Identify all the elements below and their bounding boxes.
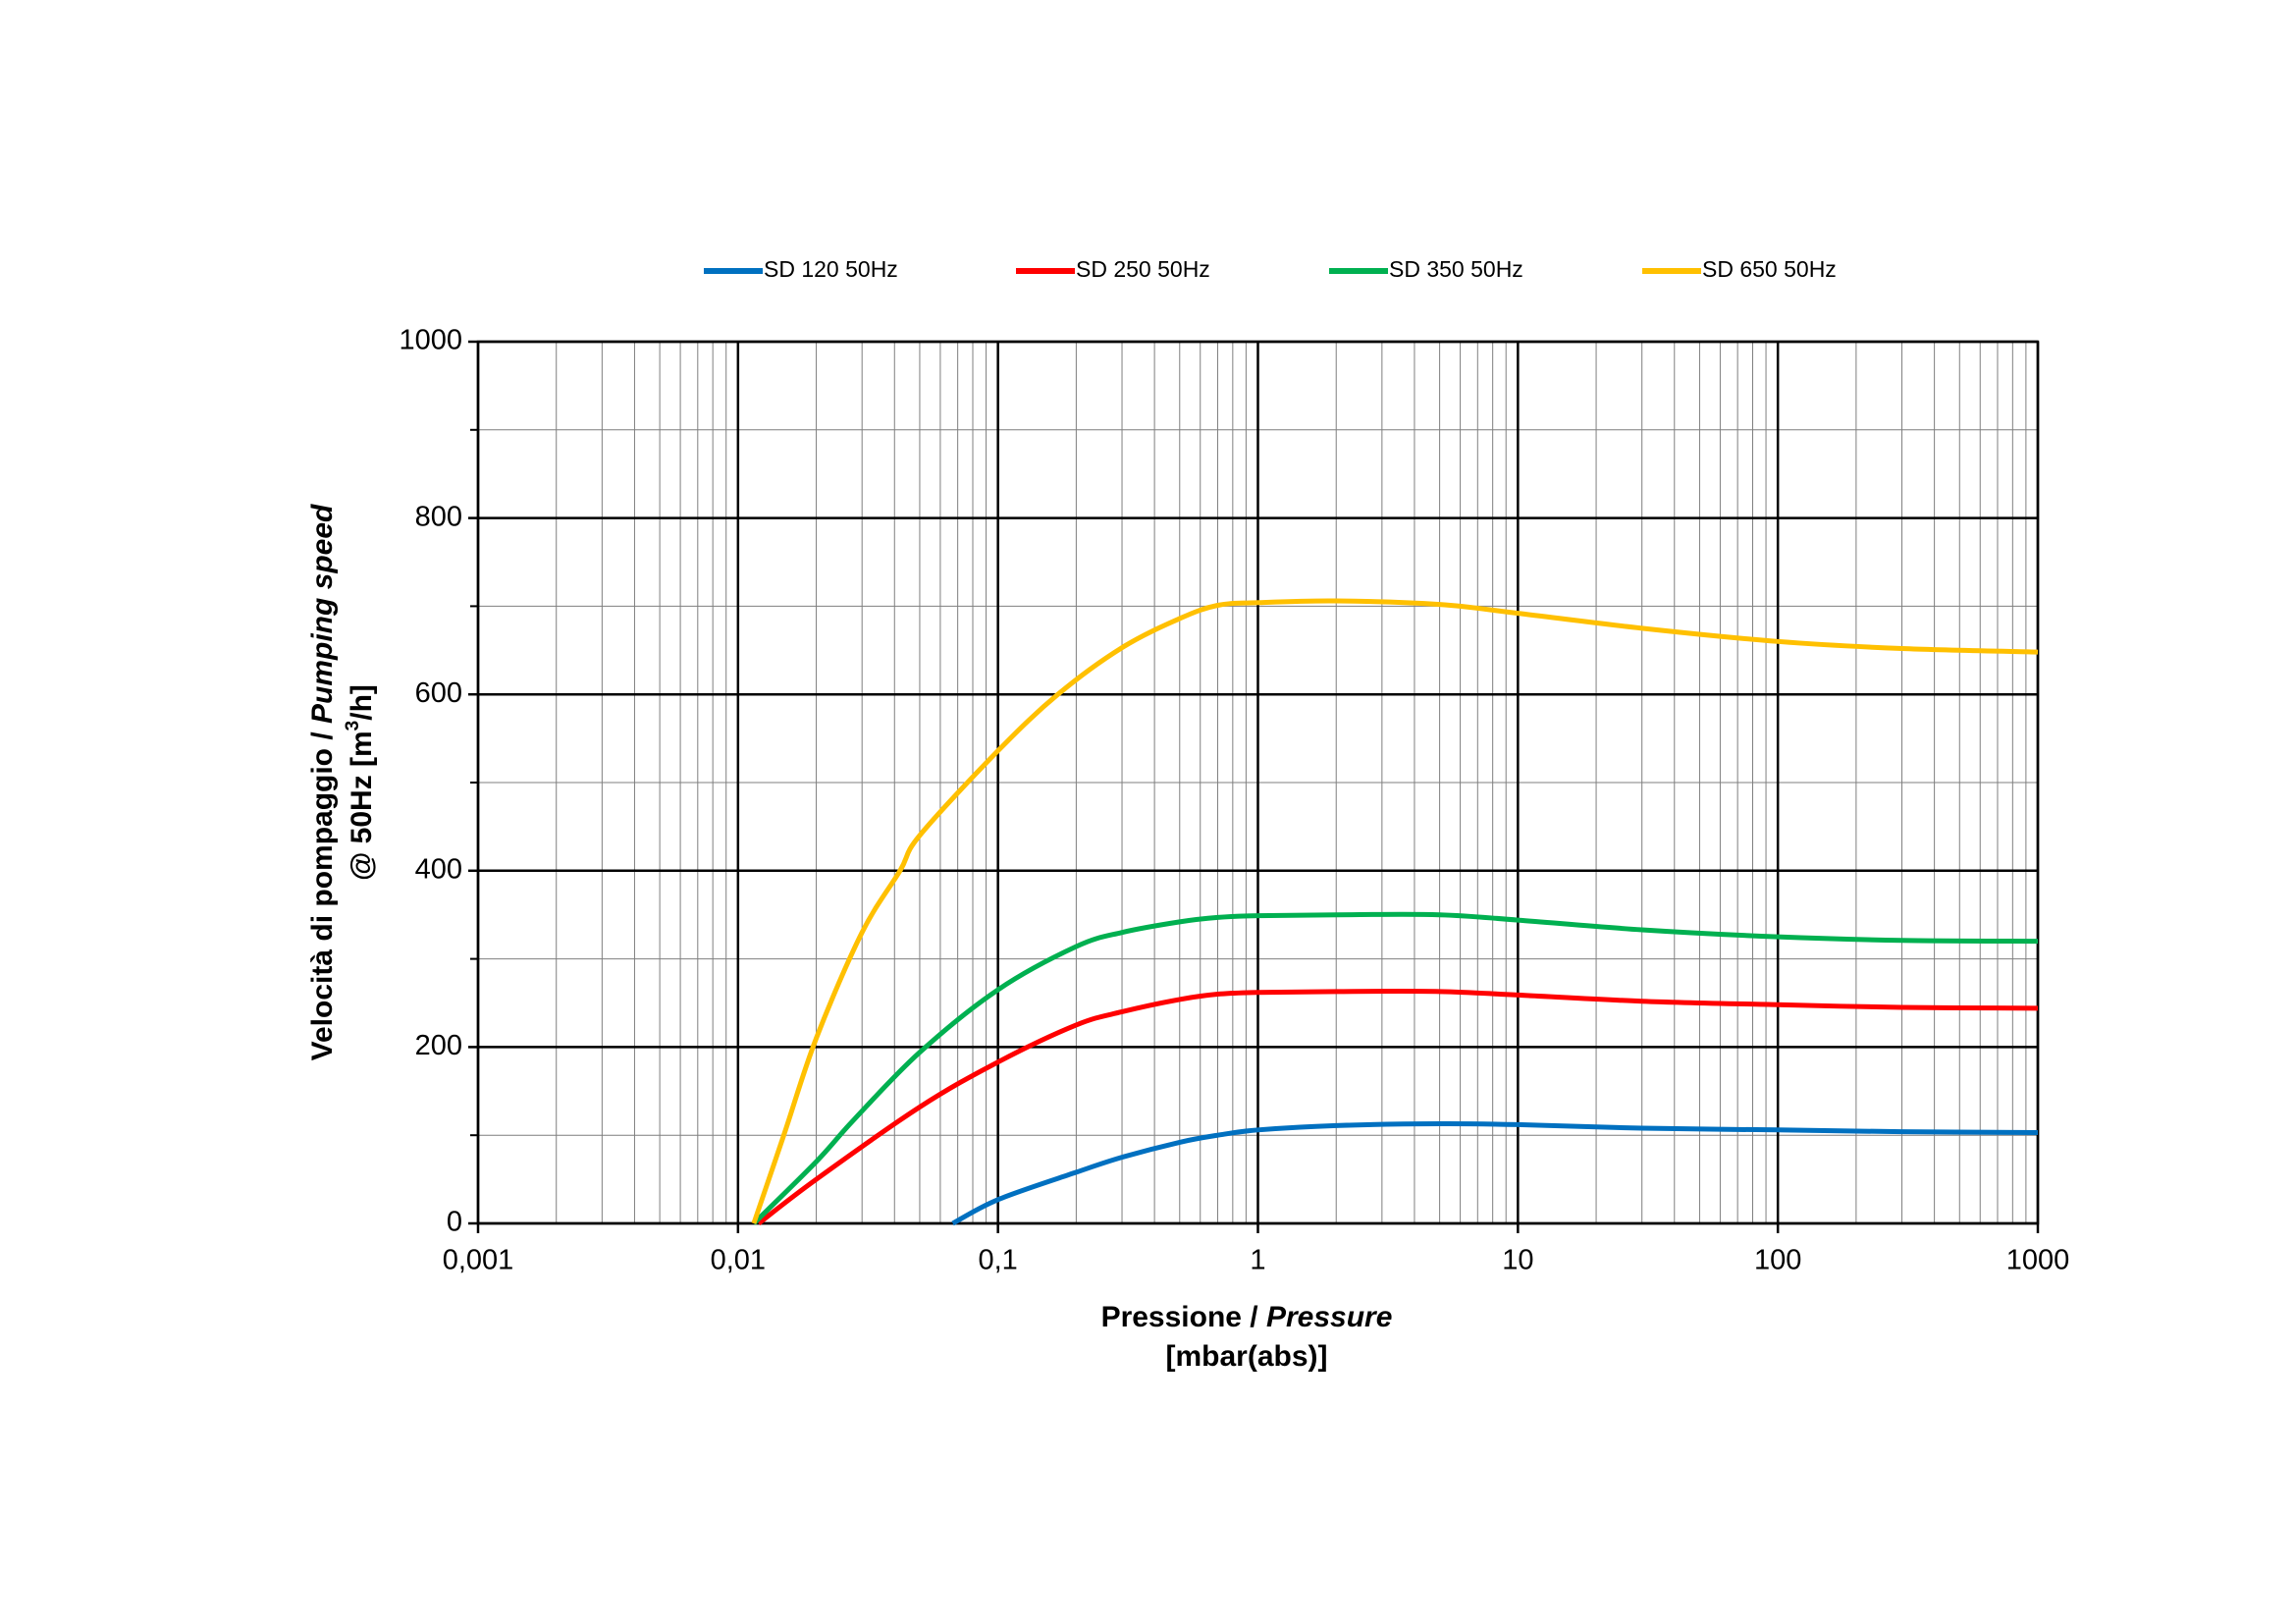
series-line [951,1120,2039,1226]
y-axis-title: Velocità di pompaggio / Pumping speed @ … [306,504,378,1060]
y-title-line: @ 50Hz [m3/h] [343,684,378,881]
x-title-part: Pressure [1266,1301,1392,1333]
legend-label: SD 120 50Hz [764,256,898,282]
x-tick-label: 100 [1754,1245,1801,1276]
y-tick-label: 0 [447,1207,462,1238]
x-tick-label: 0,1 [979,1245,1018,1276]
grid: 0,001 0,01 0,1 1 10 100 1000 0 200 400 600 800 1000 [399,325,2069,1276]
lines [751,598,2039,1226]
series-line [757,989,2039,1225]
series-line [752,911,2039,1225]
series-line [751,598,2039,1224]
y-title-part: Velocità di pompaggio / [306,724,339,1060]
y-tick-label: 200 [415,1030,462,1061]
y-tick-label: 600 [415,677,462,709]
x-tick-label: 1 [1250,1245,1265,1276]
legend-label: SD 350 50Hz [1389,256,1523,282]
legend-label: SD 250 50Hz [1076,256,1210,282]
legend-label: SD 650 50Hz [1702,256,1837,282]
y-title-part: Pumping speed [306,504,339,724]
legend: SD 120 50Hz SD 250 50Hz SD 350 50Hz SD 650 … [704,256,1837,282]
y-title-part: /h] [346,684,378,721]
y-tick-label: 800 [415,501,462,532]
x-tick-label: 0,01 [711,1245,766,1276]
y-tick-label: 400 [415,853,462,885]
x-tick-label: 1000 [2006,1245,2070,1276]
x-tick-label: 10 [1502,1245,1533,1276]
x-title-part: Pressione / [1101,1301,1266,1333]
x-tick-label: 0,001 [443,1245,514,1276]
x-axis-unit: [mbar(abs)] [1165,1340,1327,1373]
y-tick-label: 1000 [399,325,462,356]
y-title-part: @ 50Hz [m [346,731,378,881]
y-title-part: 3 [343,721,363,731]
y-title-line: Velocità di pompaggio / Pumping speed [306,504,339,1060]
x-axis-title: Pressione / Pressure [1101,1301,1393,1333]
plot-frame [476,340,2040,1225]
